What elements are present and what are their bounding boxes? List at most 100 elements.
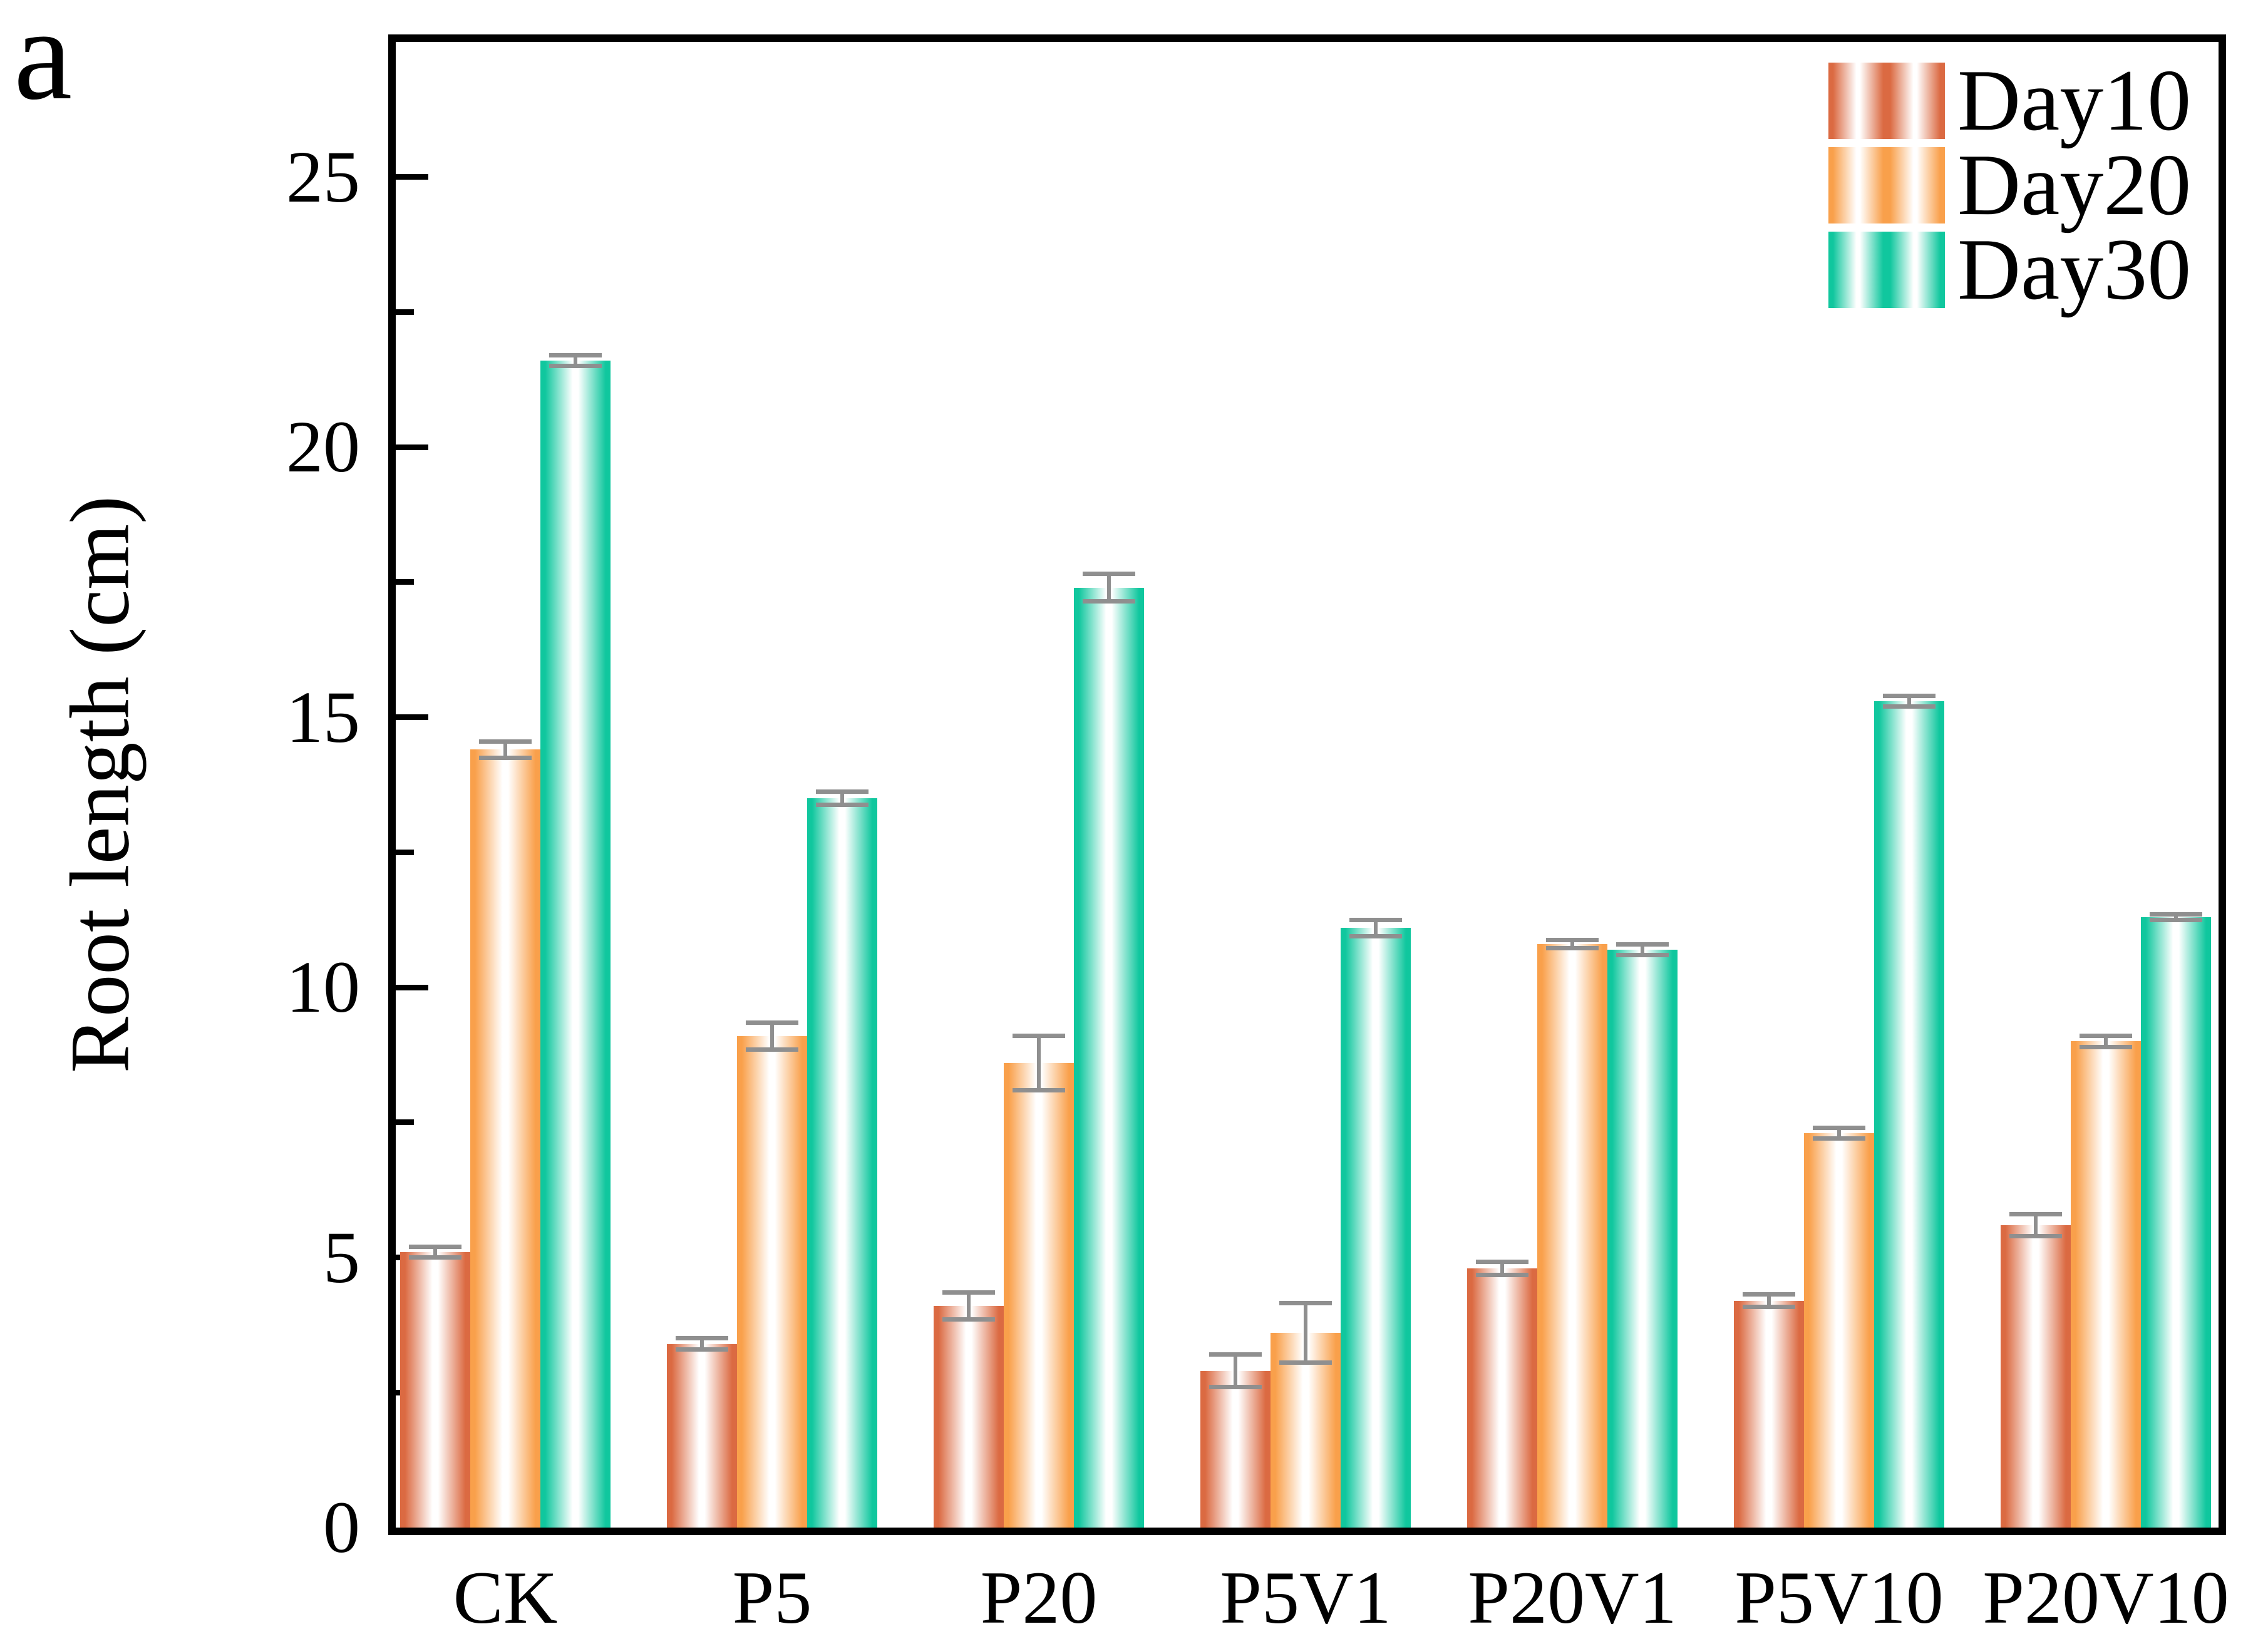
- error-bar-stem-P5V1-Day20: [1304, 1303, 1307, 1363]
- error-bar-lower-cap-P5V1-Day20: [1279, 1360, 1332, 1365]
- y-tick-label: 0: [323, 1486, 360, 1568]
- error-bar-stem-P5V10-Day30: [1907, 696, 1911, 707]
- legend-label-Day20: Day20: [1957, 136, 2192, 234]
- error-bar-lower-cap-P5-Day20: [746, 1047, 798, 1052]
- y-axis-title: Root length (cm): [53, 495, 147, 1074]
- bar-P5V10-Day20: [1804, 1133, 1874, 1528]
- error-bar-upper-cap-P20-Day20: [1013, 1034, 1065, 1039]
- error-bar-stem-P5-Day20: [770, 1022, 774, 1050]
- error-bar-upper-cap-P5V1-Day10: [1209, 1352, 1262, 1357]
- legend-swatch-Day30: [1828, 232, 1945, 308]
- error-bar-upper-cap-P20V1-Day10: [1476, 1259, 1528, 1264]
- error-bar-stem-P20V10-Day30: [2174, 914, 2178, 920]
- bar-P5V1-Day10: [1200, 1370, 1271, 1528]
- legend-swatch-Day20: [1828, 147, 1945, 224]
- legend-item-Day10: Day10: [1828, 52, 2192, 149]
- bar-P5-Day20: [737, 1035, 807, 1528]
- error-bar-lower-cap-P5-Day30: [816, 802, 869, 807]
- bar-P20V10-Day30: [2141, 917, 2211, 1528]
- error-bar-lower-cap-P20V1-Day10: [1476, 1272, 1528, 1277]
- bar-P5-Day10: [667, 1344, 737, 1528]
- error-bar-lower-cap-P5V10-Day10: [1743, 1305, 1795, 1310]
- legend-swatch-Day10: [1828, 63, 1945, 139]
- error-bar-stem-P20-Day30: [1107, 573, 1111, 602]
- bar-CK-Day30: [540, 361, 611, 1528]
- error-bar-lower-cap-P5V1-Day10: [1209, 1385, 1262, 1390]
- y-axis-tick: [396, 444, 428, 450]
- x-category-label-P5V10: P5V10: [1735, 1556, 1944, 1639]
- error-bar-stem-P20V1-Day30: [1641, 944, 1644, 955]
- error-bar-upper-cap-CK-Day20: [479, 739, 532, 744]
- error-bar-upper-cap-P5V1-Day30: [1349, 917, 1402, 922]
- x-category-label-P5V1: P5V1: [1220, 1556, 1391, 1639]
- error-bar-stem-P20-Day20: [1037, 1035, 1041, 1091]
- bar-P20-Day30: [1074, 587, 1144, 1528]
- legend-item-Day30: Day30: [1828, 221, 2192, 318]
- y-tick-label: 15: [286, 676, 360, 758]
- bar-P5V10-Day10: [1734, 1300, 1804, 1528]
- legend-label-Day10: Day10: [1957, 52, 2192, 149]
- bar-P5V10-Day30: [1874, 701, 1944, 1528]
- error-bar-lower-cap-P20-Day20: [1013, 1087, 1065, 1092]
- error-bar-stem-P5-Day30: [840, 791, 844, 805]
- legend-label-Day30: Day30: [1957, 221, 2192, 318]
- y-tick-label: 10: [286, 946, 360, 1029]
- error-bar-upper-cap-P5V1-Day20: [1279, 1301, 1332, 1306]
- error-bar-stem-CK-Day10: [433, 1246, 437, 1258]
- y-tick-label: 20: [286, 406, 360, 488]
- bar-P20V1-Day30: [1607, 949, 1678, 1528]
- legend-item-Day20: Day20: [1828, 136, 2192, 234]
- x-category-label-CK: CK: [453, 1556, 558, 1639]
- error-bar-stem-P20-Day10: [967, 1292, 971, 1320]
- error-bar-stem-P20V1-Day20: [1570, 940, 1574, 948]
- y-tick-label: 5: [323, 1216, 360, 1298]
- error-bar-upper-cap-P5-Day10: [676, 1336, 728, 1341]
- y-axis-tick: [396, 714, 428, 721]
- error-bar-lower-cap-P20V1-Day30: [1616, 952, 1669, 957]
- bar-P5V1-Day20: [1271, 1333, 1341, 1528]
- x-category-label-P20: P20: [980, 1556, 1098, 1639]
- error-bar-upper-cap-P5-Day20: [746, 1020, 798, 1025]
- error-bar-lower-cap-P5V10-Day20: [1813, 1136, 1865, 1141]
- error-bar-stem-P5V1-Day10: [1234, 1354, 1237, 1387]
- error-bar-lower-cap-P20V1-Day20: [1546, 946, 1599, 951]
- bar-CK-Day20: [470, 749, 540, 1528]
- y-axis-tick: [396, 309, 414, 315]
- error-bar-stem-P5V10-Day20: [1837, 1128, 1841, 1139]
- bar-P5V1-Day30: [1341, 928, 1411, 1528]
- error-bar-lower-cap-CK-Day20: [479, 755, 532, 760]
- error-bar-stem-P5-Day10: [700, 1338, 704, 1350]
- y-axis-tick: [396, 984, 428, 990]
- y-axis-tick: [396, 1119, 414, 1126]
- error-bar-upper-cap-P5-Day30: [816, 789, 869, 794]
- error-bar-stem-P5V1-Day30: [1374, 920, 1378, 937]
- error-bar-lower-cap-P20V10-Day10: [2009, 1233, 2062, 1238]
- legend: Day10 Day20 Day30: [1828, 52, 2192, 318]
- error-bar-lower-cap-P5V1-Day30: [1349, 933, 1402, 938]
- error-bar-upper-cap-P20-Day10: [942, 1290, 995, 1295]
- error-bar-upper-cap-P20V10-Day20: [2080, 1034, 2132, 1039]
- bar-P20V1-Day20: [1537, 944, 1607, 1528]
- bar-P20-Day20: [1004, 1062, 1074, 1528]
- y-axis-tick: [396, 849, 414, 855]
- error-bar-lower-cap-CK-Day10: [409, 1255, 461, 1260]
- error-bar-stem-CK-Day20: [503, 741, 507, 758]
- error-bar-lower-cap-P20-Day30: [1083, 599, 1135, 604]
- error-bar-upper-cap-P20V10-Day30: [2150, 912, 2202, 917]
- error-bar-lower-cap-P20-Day10: [942, 1317, 995, 1322]
- x-category-label-P20V10: P20V10: [1982, 1556, 2229, 1639]
- error-bar-stem-P20V1-Day10: [1500, 1261, 1504, 1275]
- y-axis-tick: [396, 174, 428, 180]
- error-bar-upper-cap-P5V10-Day20: [1813, 1125, 1865, 1130]
- plot-area: Day10 Day20 Day30: [396, 42, 2219, 1528]
- error-bar-upper-cap-CK-Day10: [409, 1244, 461, 1249]
- error-bar-stem-P5V10-Day10: [1767, 1294, 1771, 1307]
- bar-P20-Day10: [934, 1306, 1004, 1528]
- x-category-label-P5: P5: [732, 1556, 812, 1639]
- error-bar-lower-cap-P20V10-Day20: [2080, 1044, 2132, 1049]
- bar-P20V10-Day10: [2001, 1225, 2071, 1528]
- bar-CK-Day10: [400, 1251, 470, 1528]
- error-bar-stem-P20V10-Day10: [2034, 1214, 2038, 1236]
- error-bar-stem-P20V10-Day20: [2104, 1035, 2108, 1047]
- y-axis-tick: [396, 579, 414, 585]
